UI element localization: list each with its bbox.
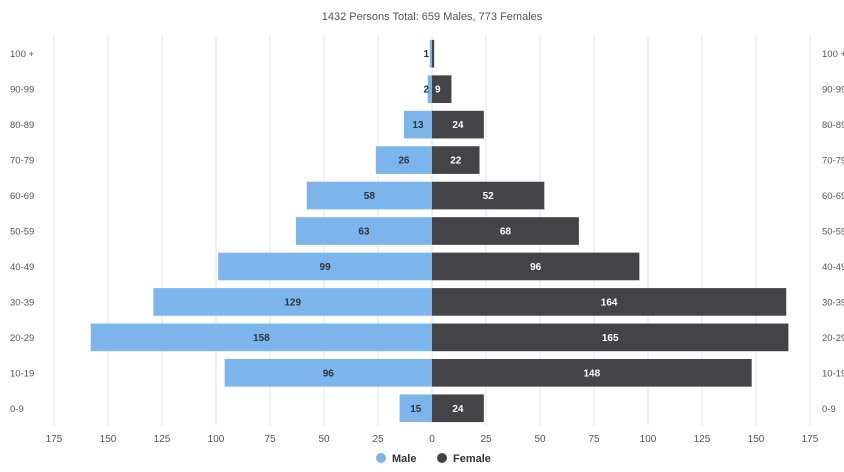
male-data-label: 26 — [398, 156, 410, 167]
female-data-label: 164 — [601, 297, 618, 308]
legend-female[interactable]: Female — [437, 453, 491, 465]
male-bar — [153, 288, 433, 316]
x-tick-label: 175 — [802, 434, 819, 445]
legend-male[interactable]: Male — [376, 453, 416, 465]
category-label-left: 30-39 — [10, 297, 34, 308]
x-tick-label: 50 — [534, 434, 546, 445]
x-tick-label: 175 — [46, 434, 63, 445]
female-data-label: 24 — [452, 404, 464, 415]
male-data-label: 99 — [320, 262, 332, 273]
male-bar — [403, 110, 432, 139]
male-bar — [306, 181, 432, 210]
category-label-left: 10-19 — [10, 368, 34, 379]
x-tick-label: 75 — [264, 434, 276, 445]
x-tick-label: 100 — [208, 434, 225, 445]
category-label-left: 0-9 — [10, 404, 24, 415]
male-data-label: 158 — [253, 333, 270, 344]
category-label-right: 10-19 — [822, 368, 844, 379]
category-label-right: 30-39 — [822, 297, 844, 308]
category-label-right: 100 + — [822, 49, 844, 60]
category-label-right: 60-69 — [822, 191, 844, 202]
legend-symbol — [376, 453, 386, 463]
category-label-left: 100 + — [10, 49, 34, 60]
female-bar — [432, 39, 435, 68]
category-labels: 0-9 0-9 10-19 10-19 20-29 20-29 30-39 30-39 40-4… — [10, 49, 844, 415]
category-label-left: 70-79 — [10, 156, 34, 167]
female-data-label: 96 — [530, 262, 542, 273]
female-data-label: 9 — [435, 85, 441, 96]
x-tick-label: 25 — [480, 434, 492, 445]
male-bar — [224, 358, 432, 387]
x-tick-label: 125 — [154, 434, 171, 445]
male-bar — [218, 252, 432, 281]
male-bar — [375, 146, 432, 174]
female-data-label: 1 — [435, 49, 441, 60]
male-data-label: 129 — [284, 297, 301, 308]
x-tick-label: 150 — [100, 434, 117, 445]
category-label-right: 40-49 — [822, 262, 844, 273]
female-bar — [432, 110, 484, 139]
x-tick-label: 0 — [429, 434, 435, 445]
male-data-label: 2 — [423, 85, 429, 96]
category-label-left: 20-29 — [10, 333, 34, 344]
female-data-label: 148 — [583, 368, 600, 379]
category-label-right: 80-89 — [822, 120, 844, 131]
x-tick-label: 75 — [588, 434, 600, 445]
female-data-label: 68 — [500, 227, 512, 238]
category-label-left: 80-89 — [10, 120, 34, 131]
legend: Male Female — [376, 453, 491, 465]
male-data-label: 15 — [410, 404, 422, 415]
category-label-right: 20-29 — [822, 333, 844, 344]
female-data-label: 165 — [602, 333, 619, 344]
category-label-right: 0-9 — [822, 404, 836, 415]
male-data-label: 63 — [358, 227, 370, 238]
female-bar — [432, 217, 579, 245]
male-data-label: 1 — [423, 49, 429, 60]
bars — [90, 39, 789, 423]
female-bar — [432, 75, 452, 104]
female-bar — [432, 252, 640, 281]
female-data-label: 24 — [452, 120, 464, 131]
male-bar — [399, 394, 432, 423]
female-bar — [432, 394, 484, 423]
chart-subtitle: 1432 Persons Total: 659 Males, 773 Femal… — [322, 11, 543, 23]
female-bar — [432, 288, 787, 316]
x-tick-label: 100 — [640, 434, 657, 445]
category-label-left: 60-69 — [10, 191, 34, 202]
category-label-right: 50-59 — [822, 227, 844, 238]
female-bar — [432, 323, 789, 352]
female-data-label: 22 — [450, 156, 462, 167]
category-label-left: 40-49 — [10, 262, 34, 273]
male-bar — [90, 323, 432, 352]
x-axis-ticks: 175 150 125 100 75 50 25 0 25 50 75 100 125 150 175 — [46, 434, 819, 445]
male-data-label: 96 — [323, 368, 335, 379]
category-label-left: 90-99 — [10, 85, 34, 96]
female-bar — [432, 358, 752, 387]
category-label-right: 90-99 — [822, 85, 844, 96]
female-bar — [432, 146, 480, 174]
female-data-label: 52 — [483, 191, 495, 202]
x-tick-label: 125 — [694, 434, 711, 445]
male-bar — [429, 39, 432, 68]
legend-label: Male — [392, 453, 416, 465]
male-bar — [427, 75, 432, 104]
category-label-right: 70-79 — [822, 156, 844, 167]
category-label-left: 50-59 — [10, 227, 34, 238]
male-data-label: 58 — [364, 191, 376, 202]
male-bar — [295, 217, 432, 245]
x-tick-label: 150 — [748, 434, 765, 445]
legend-label: Female — [453, 453, 491, 465]
female-bar — [432, 181, 545, 210]
x-tick-label: 50 — [318, 434, 330, 445]
male-data-label: 13 — [412, 120, 424, 131]
legend-symbol — [437, 453, 447, 463]
x-tick-label: 25 — [372, 434, 384, 445]
